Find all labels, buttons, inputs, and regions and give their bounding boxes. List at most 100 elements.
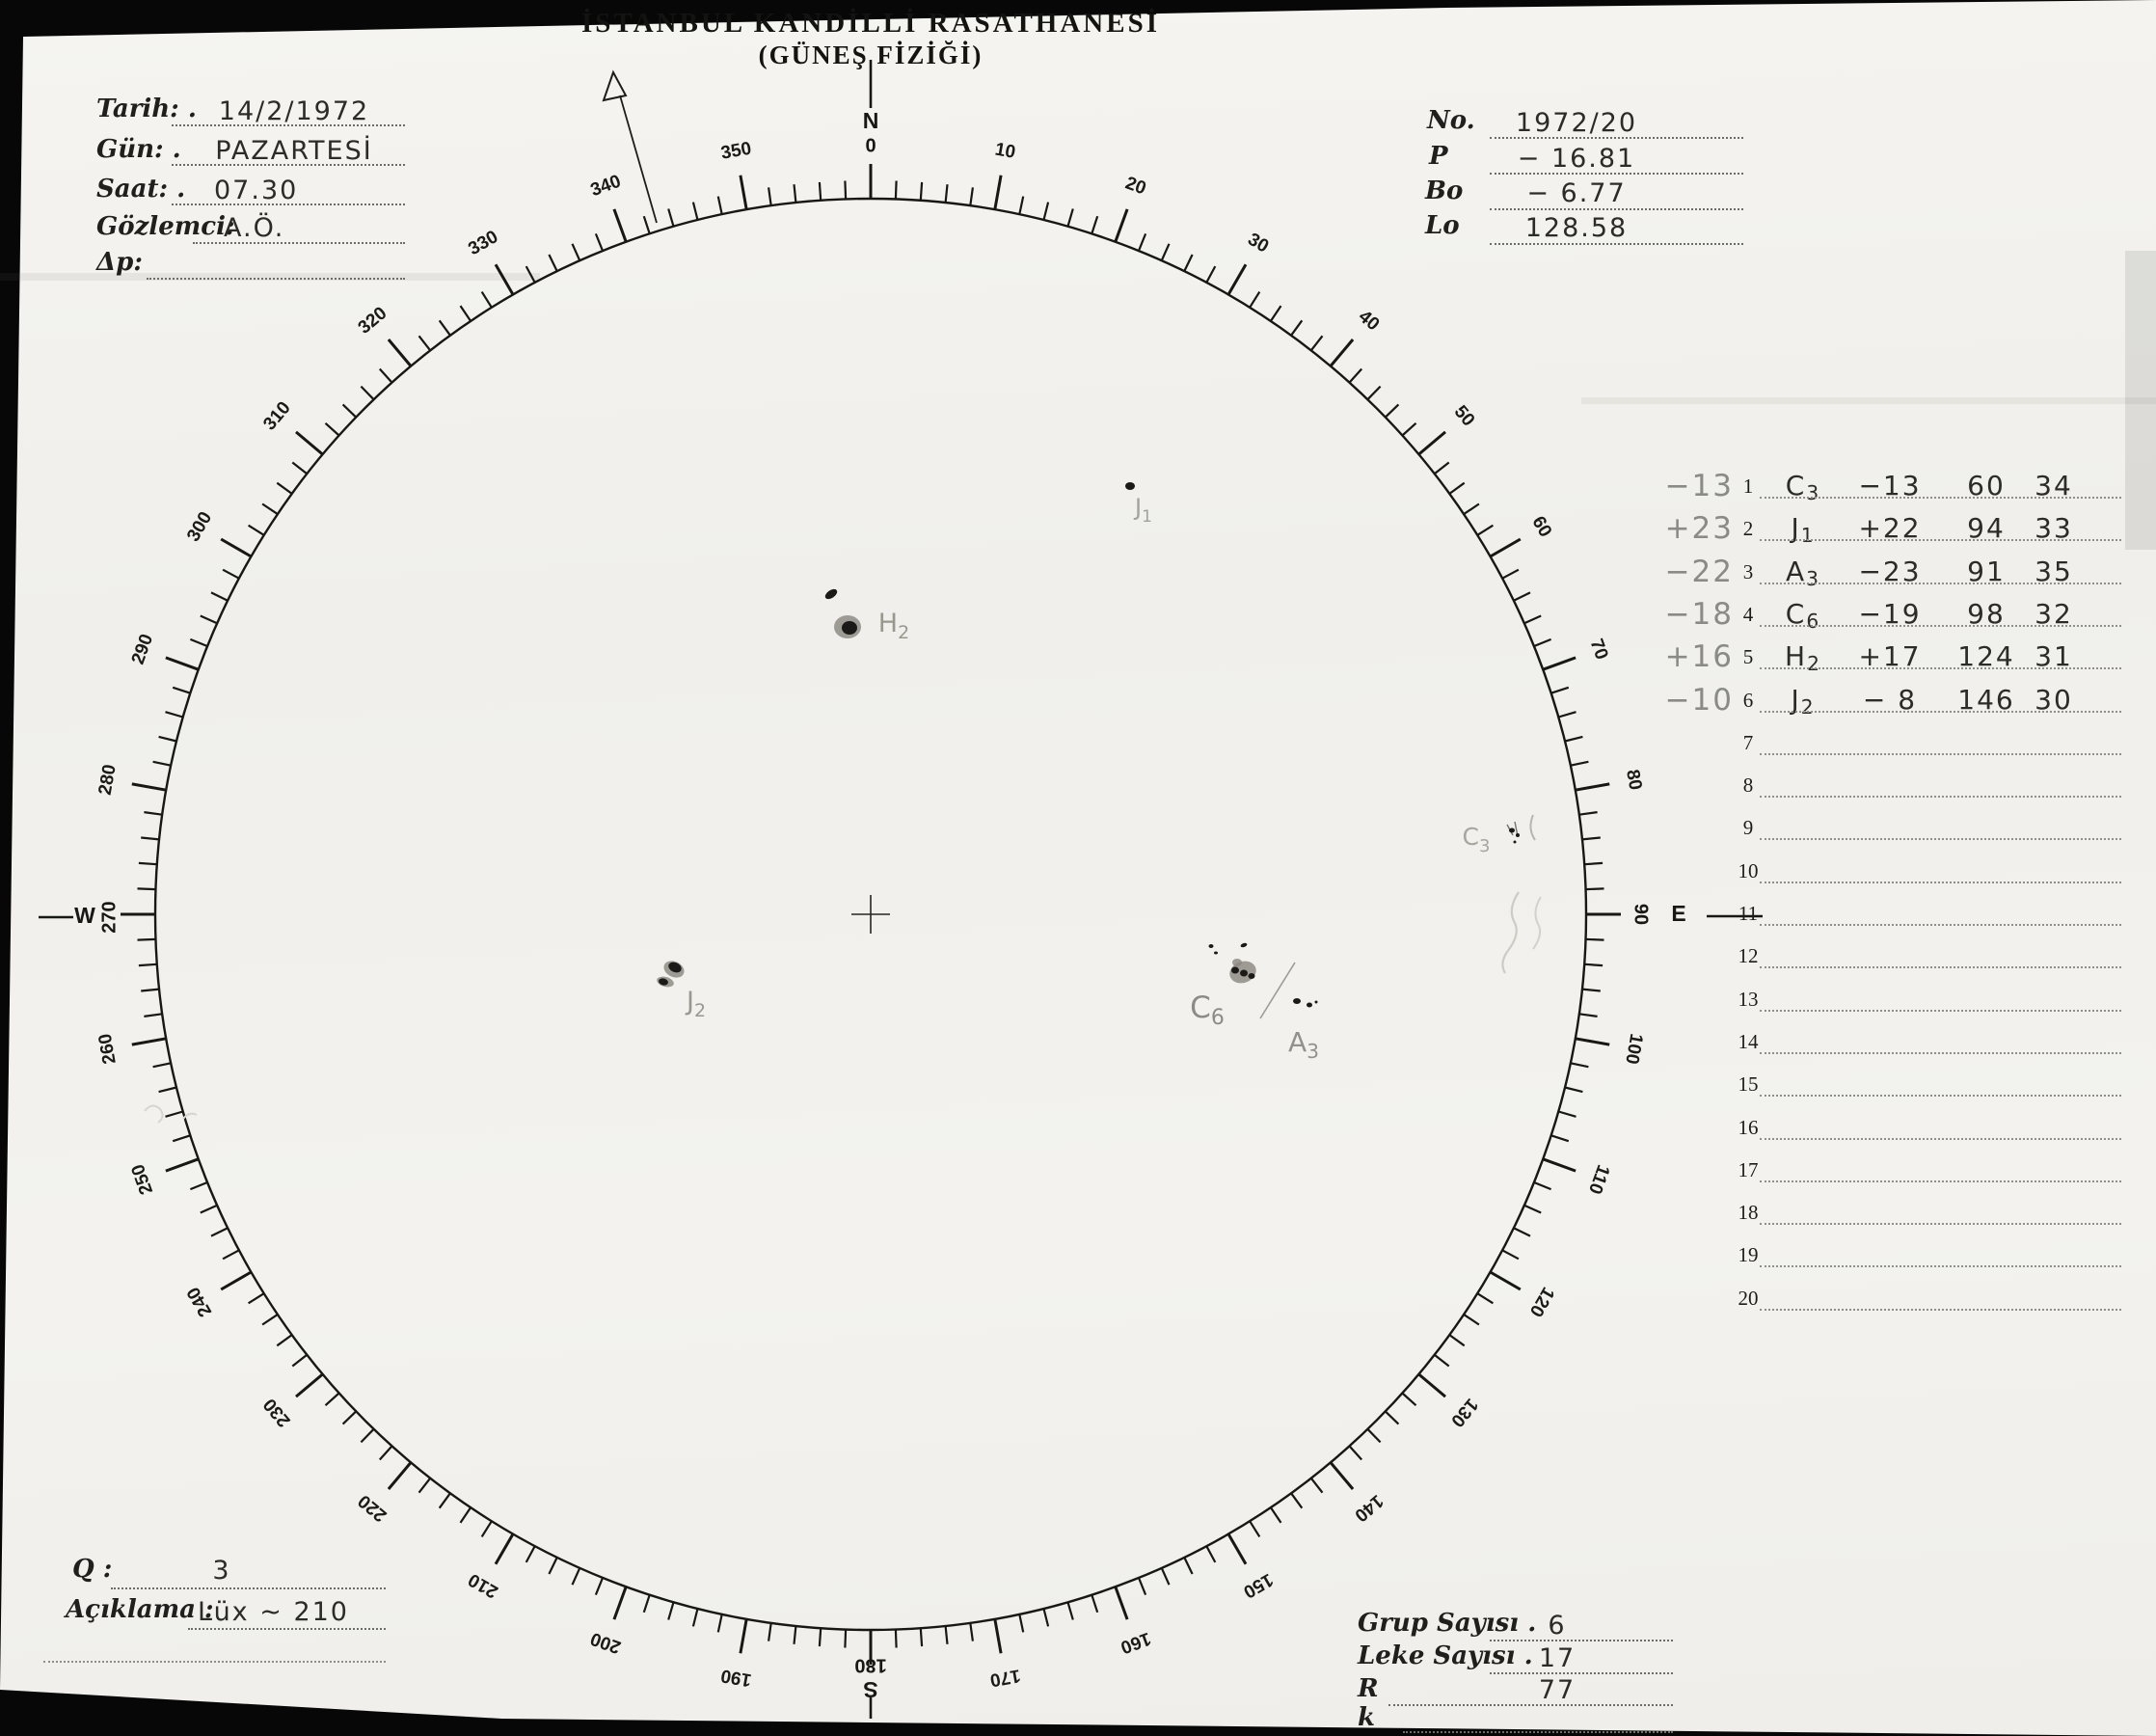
degree-tick (716, 196, 723, 215)
degree-label: 10 (993, 140, 1016, 163)
field-value-bo: − 6.77 (1526, 178, 1627, 208)
dotted-line (1760, 1265, 2121, 1268)
degree-tick (172, 686, 191, 694)
row-group-name: C6 (1785, 597, 1821, 633)
degree-tick (341, 403, 357, 419)
degree-tick (1570, 1062, 1589, 1069)
degree-tick (261, 1313, 279, 1326)
degree-label: 70 (1586, 637, 1612, 663)
degree-tick (1091, 215, 1099, 234)
degree-tick (1501, 568, 1520, 580)
dotted-line (1760, 539, 2121, 542)
degree-tick (141, 988, 160, 992)
dotted-line (1490, 173, 1743, 175)
degree-label: 60 (1527, 513, 1555, 541)
degree-tick (378, 1445, 393, 1461)
row-pencil-latitude: +16 (1664, 639, 1734, 675)
row-number: 15 (1738, 1072, 1759, 1097)
degree-tick (438, 1492, 451, 1509)
degree-tick (1542, 656, 1577, 671)
orientation-arrow (602, 69, 658, 224)
row-number: 9 (1742, 816, 1754, 840)
sunspot-umbra (824, 588, 838, 600)
degree-tick (1575, 782, 1610, 792)
degree-tick (276, 481, 293, 495)
dotted-line (188, 1628, 386, 1630)
degree-tick (248, 524, 265, 536)
degree-tick (1564, 735, 1583, 743)
degree-tick (1550, 1134, 1570, 1143)
degree-tick (141, 836, 160, 841)
degree-tick (1348, 1445, 1363, 1461)
degree-tick (200, 614, 218, 625)
row-longitude: 146 (1957, 683, 2015, 716)
field-label-no: No. (1427, 106, 1475, 135)
row-longitude: 98 (1967, 597, 2006, 630)
degree-label: 40 (1355, 307, 1384, 336)
dotted-line (1760, 1051, 2121, 1054)
degree-label: 20 (1122, 173, 1148, 199)
field-value-grup-sayisi: 6 (1548, 1611, 1567, 1641)
degree-tick (295, 430, 324, 456)
row-number: 11 (1738, 902, 1759, 925)
degree-label: 140 (1351, 1490, 1388, 1525)
table-row: 10 (1630, 852, 2131, 892)
degree-tick (1366, 385, 1382, 400)
degree-tick (1290, 1492, 1304, 1509)
degree-label: 310 (259, 398, 294, 435)
degree-tick (1513, 591, 1531, 602)
sunspot-umbra (1513, 840, 1517, 844)
degree-tick (165, 711, 184, 719)
degree-tick (1513, 1227, 1531, 1237)
table-row: 11 (1630, 894, 2131, 935)
dotted-line (1760, 667, 2121, 670)
degree-tick (768, 1622, 772, 1641)
degree-tick (1249, 1520, 1261, 1537)
row-pencil-latitude: −18 (1664, 596, 1734, 632)
degree-tick (1501, 1249, 1520, 1261)
degree-tick (818, 181, 822, 201)
dotted-line (111, 1587, 386, 1589)
degree-tick (944, 1625, 949, 1644)
degree-tick (1018, 196, 1025, 215)
degree-tick (548, 1557, 558, 1575)
degree-tick (525, 265, 536, 284)
degree-tick (1417, 430, 1446, 456)
dotted-line (1490, 1672, 1673, 1674)
degree-tick (969, 1622, 974, 1641)
degree-tick (1476, 524, 1494, 536)
row-number: 19 (1738, 1243, 1759, 1267)
sunspot-umbra (659, 978, 668, 986)
table-row: 20 (1630, 1279, 2131, 1319)
degree-tick (1385, 403, 1400, 419)
degree-tick (525, 1545, 536, 1563)
dotted-line (1760, 1223, 2121, 1226)
degree-tick (1042, 202, 1050, 221)
field-label-gozlemci: Gözlemci: (96, 212, 235, 241)
degree-tick (1309, 335, 1324, 351)
degree-tick (1401, 421, 1417, 437)
row-latitude: − 8 (1862, 683, 1918, 716)
degree-tick (360, 1428, 375, 1444)
degree-tick (1114, 208, 1129, 243)
degree-tick (1417, 1372, 1446, 1398)
degree-tick (1533, 1180, 1552, 1191)
degree-tick (1448, 481, 1466, 495)
degree-label: 320 (355, 303, 391, 338)
dotted-line (1388, 1704, 1673, 1706)
degree-tick (1463, 502, 1480, 516)
degree-tick (1463, 1313, 1480, 1326)
degree-tick (158, 735, 177, 743)
degree-tick (1550, 686, 1570, 694)
sunspot-umbra (1293, 998, 1301, 1004)
degree-tick (1489, 537, 1522, 558)
degree-tick (1585, 937, 1604, 941)
degree-tick (1584, 861, 1604, 866)
field-label-k: k (1358, 1703, 1376, 1732)
row-latitude: −13 (1858, 470, 1922, 502)
degree-tick (1570, 760, 1589, 767)
degree-label: 340 (588, 172, 624, 202)
row-pencil-latitude: −22 (1664, 554, 1734, 589)
